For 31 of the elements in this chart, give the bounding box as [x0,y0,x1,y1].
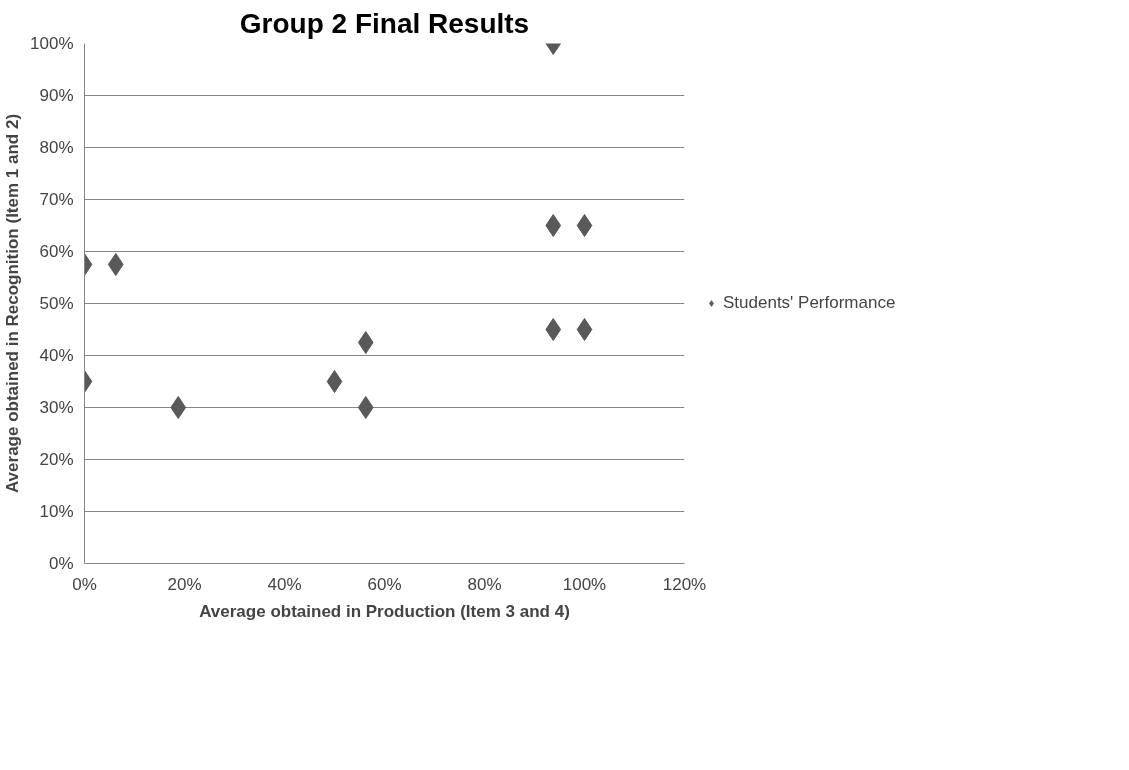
x-tick-label: 0% [72,574,97,594]
point [170,396,187,419]
y-tick-label: 90% [39,86,74,105]
point [576,318,593,341]
point [326,370,343,393]
point [545,318,562,341]
x-tick-label: 20% [167,574,202,594]
x-tick-label: 40% [267,574,302,594]
y-tick-label: 100% [30,34,74,53]
y-tick-label: 80% [39,138,74,157]
y-tick-label: 0% [48,554,74,573]
y-tick-label: 20% [39,450,74,469]
point [357,331,374,354]
y-tick-label: 10% [39,502,74,521]
y-tick-label: 30% [39,398,74,417]
y-axis-title: Average obtained in Recognition (Item 1 and 2) [3,113,23,494]
point [576,214,593,237]
legend-label: Students' Performance [723,293,896,313]
x-tick-label: 120% [662,574,707,594]
x-tick-label: 80% [467,574,502,594]
point [545,214,562,237]
y-tick-label: 70% [39,190,74,209]
x-axis-title: Average obtained in Production (Item 3 and 4) [199,601,570,621]
y-tick-label: 40% [39,346,74,365]
y-tick-label: 60% [39,242,74,261]
point [107,253,124,276]
point [357,396,374,419]
chart-title: Group 2 Final Results [239,7,530,39]
x-tick-label: 60% [367,574,402,594]
y-tick-label: 50% [39,294,74,313]
x-tick-label: 100% [562,574,607,594]
